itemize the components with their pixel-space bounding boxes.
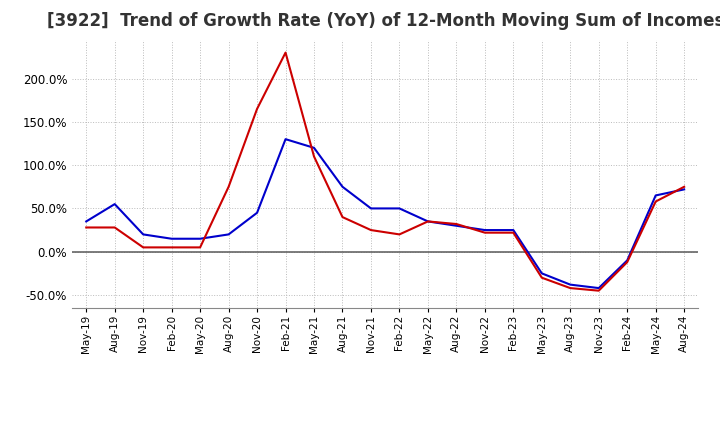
Net Income Growth Rate (652, 199, 660, 204)
Net Income Growth Rate (595, 288, 603, 293)
Ordinary Income Growth Rate (652, 193, 660, 198)
Net Income Growth Rate (139, 245, 148, 250)
Net Income Growth Rate (509, 230, 518, 235)
Title: [3922]  Trend of Growth Rate (YoY) of 12-Month Moving Sum of Incomes: [3922] Trend of Growth Rate (YoY) of 12-… (47, 12, 720, 30)
Net Income Growth Rate (680, 184, 688, 190)
Ordinary Income Growth Rate (366, 206, 375, 211)
Net Income Growth Rate (82, 225, 91, 230)
Net Income Growth Rate (623, 260, 631, 265)
Ordinary Income Growth Rate (423, 219, 432, 224)
Net Income Growth Rate (110, 225, 119, 230)
Ordinary Income Growth Rate (196, 236, 204, 242)
Net Income Growth Rate (253, 106, 261, 111)
Line: Net Income Growth Rate: Net Income Growth Rate (86, 53, 684, 291)
Net Income Growth Rate (452, 221, 461, 227)
Ordinary Income Growth Rate (167, 236, 176, 242)
Ordinary Income Growth Rate (623, 258, 631, 263)
Net Income Growth Rate (395, 232, 404, 237)
Net Income Growth Rate (480, 230, 489, 235)
Ordinary Income Growth Rate (452, 223, 461, 228)
Ordinary Income Growth Rate (509, 227, 518, 233)
Ordinary Income Growth Rate (282, 136, 290, 142)
Ordinary Income Growth Rate (253, 210, 261, 216)
Ordinary Income Growth Rate (395, 206, 404, 211)
Net Income Growth Rate (423, 219, 432, 224)
Ordinary Income Growth Rate (82, 219, 91, 224)
Line: Ordinary Income Growth Rate: Ordinary Income Growth Rate (86, 139, 684, 288)
Net Income Growth Rate (338, 214, 347, 220)
Ordinary Income Growth Rate (566, 282, 575, 287)
Net Income Growth Rate (196, 245, 204, 250)
Ordinary Income Growth Rate (680, 187, 688, 192)
Ordinary Income Growth Rate (310, 145, 318, 150)
Ordinary Income Growth Rate (480, 227, 489, 233)
Net Income Growth Rate (282, 50, 290, 55)
Net Income Growth Rate (537, 275, 546, 280)
Net Income Growth Rate (366, 227, 375, 233)
Net Income Growth Rate (225, 184, 233, 190)
Net Income Growth Rate (566, 286, 575, 291)
Ordinary Income Growth Rate (338, 184, 347, 190)
Net Income Growth Rate (310, 154, 318, 159)
Ordinary Income Growth Rate (139, 232, 148, 237)
Net Income Growth Rate (167, 245, 176, 250)
Ordinary Income Growth Rate (225, 232, 233, 237)
Ordinary Income Growth Rate (595, 286, 603, 291)
Ordinary Income Growth Rate (537, 271, 546, 276)
Ordinary Income Growth Rate (110, 202, 119, 207)
